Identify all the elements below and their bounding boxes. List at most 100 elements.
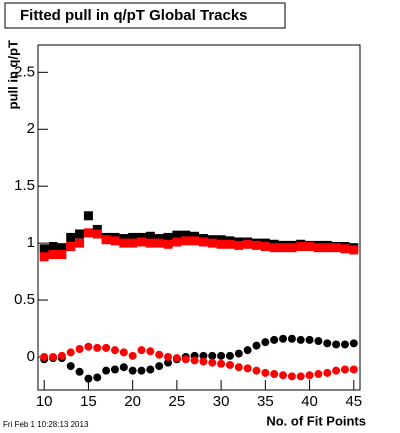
y-tick-label: 0.5 bbox=[14, 291, 35, 308]
title-box bbox=[4, 2, 286, 29]
square-marker bbox=[66, 232, 76, 242]
square-marker bbox=[48, 242, 58, 252]
x-tick-label: 40 bbox=[301, 393, 318, 410]
square-marker bbox=[198, 237, 208, 247]
square-marker bbox=[181, 230, 191, 240]
x-tick-label: 45 bbox=[345, 393, 362, 410]
square-marker bbox=[145, 231, 155, 241]
y-tick-label: 1 bbox=[27, 234, 35, 251]
circle-marker bbox=[208, 351, 217, 360]
circle-marker bbox=[119, 348, 128, 357]
square-marker bbox=[66, 242, 76, 252]
square-marker bbox=[92, 229, 102, 239]
circle-marker bbox=[164, 358, 173, 367]
circle-marker bbox=[243, 364, 252, 373]
circle-marker bbox=[340, 365, 349, 374]
circle-marker bbox=[340, 340, 349, 349]
square-marker bbox=[260, 242, 270, 252]
circle-marker bbox=[270, 335, 279, 344]
circle-marker bbox=[225, 360, 234, 369]
circle-marker bbox=[146, 365, 155, 374]
circle-marker bbox=[261, 338, 270, 347]
circle-marker bbox=[190, 356, 199, 365]
square-marker bbox=[269, 243, 279, 253]
square-marker bbox=[39, 252, 49, 262]
circle-marker bbox=[110, 365, 119, 374]
circle-marker bbox=[349, 365, 358, 374]
square-marker bbox=[331, 243, 341, 253]
circle-marker bbox=[128, 366, 137, 375]
square-marker bbox=[57, 250, 67, 260]
square-marker bbox=[296, 242, 306, 252]
circle-marker bbox=[146, 347, 155, 356]
square-marker bbox=[190, 231, 200, 241]
y-tick-label: 2 bbox=[27, 120, 35, 137]
square-marker bbox=[216, 235, 226, 245]
circle-marker bbox=[225, 351, 234, 360]
circle-marker bbox=[332, 340, 341, 349]
circle-marker bbox=[66, 362, 75, 371]
circle-marker bbox=[110, 346, 119, 355]
square-marker bbox=[340, 244, 350, 254]
circle-marker bbox=[75, 367, 84, 376]
circle-marker bbox=[164, 352, 173, 361]
circle-marker bbox=[172, 354, 181, 363]
circle-marker bbox=[84, 374, 93, 383]
square-marker bbox=[101, 235, 111, 245]
circle-marker bbox=[84, 342, 93, 351]
square-marker bbox=[243, 239, 253, 249]
square-marker bbox=[349, 245, 359, 255]
circle-marker bbox=[155, 362, 164, 371]
plot-frame bbox=[37, 44, 361, 391]
square-marker bbox=[172, 237, 182, 247]
circle-marker bbox=[252, 366, 261, 375]
circle-marker bbox=[102, 366, 111, 375]
circle-marker bbox=[57, 351, 66, 360]
circle-marker bbox=[270, 370, 279, 379]
square-marker bbox=[252, 240, 261, 250]
circle-marker bbox=[93, 373, 102, 382]
circle-marker bbox=[199, 351, 208, 360]
circle-marker bbox=[119, 363, 128, 372]
x-tick-label: 30 bbox=[213, 393, 230, 410]
square-marker bbox=[190, 236, 200, 246]
circle-marker bbox=[349, 339, 358, 348]
circle-marker bbox=[155, 350, 164, 359]
square-marker bbox=[305, 242, 315, 252]
y-axis-label: pull in q/pT bbox=[5, 40, 20, 109]
circle-marker bbox=[287, 372, 296, 381]
x-tick-label: 10 bbox=[36, 393, 53, 410]
circle-marker bbox=[243, 346, 252, 355]
circle-marker bbox=[181, 355, 190, 364]
circle-marker bbox=[137, 366, 146, 375]
circle-marker bbox=[234, 349, 243, 358]
circle-marker bbox=[279, 371, 288, 380]
circle-marker bbox=[137, 346, 146, 355]
circle-marker bbox=[66, 348, 75, 357]
square-marker bbox=[128, 238, 138, 248]
square-marker bbox=[57, 243, 67, 253]
circle-marker bbox=[287, 334, 296, 343]
square-marker bbox=[75, 229, 85, 239]
circle-marker bbox=[93, 343, 102, 352]
circle-marker bbox=[305, 335, 314, 344]
y-tick-label: 2.5 bbox=[14, 63, 35, 80]
square-marker bbox=[287, 243, 297, 253]
square-marker bbox=[145, 238, 155, 248]
square-marker bbox=[48, 250, 58, 260]
square-marker bbox=[234, 240, 244, 250]
square-marker bbox=[154, 238, 164, 248]
square-marker bbox=[225, 239, 235, 249]
x-tick-label: 35 bbox=[257, 393, 274, 410]
circle-marker bbox=[314, 370, 323, 379]
timestamp: Fri Feb 1 10:28:13 2013 bbox=[3, 420, 89, 429]
square-marker bbox=[278, 243, 288, 253]
circle-marker bbox=[323, 339, 332, 348]
square-marker bbox=[207, 238, 217, 248]
square-marker bbox=[83, 228, 93, 238]
circle-marker bbox=[40, 352, 49, 361]
circle-marker bbox=[217, 359, 226, 368]
x-tick-label: 15 bbox=[80, 393, 97, 410]
chart-title: Fitted pull in q/pT Global Tracks bbox=[20, 7, 248, 24]
